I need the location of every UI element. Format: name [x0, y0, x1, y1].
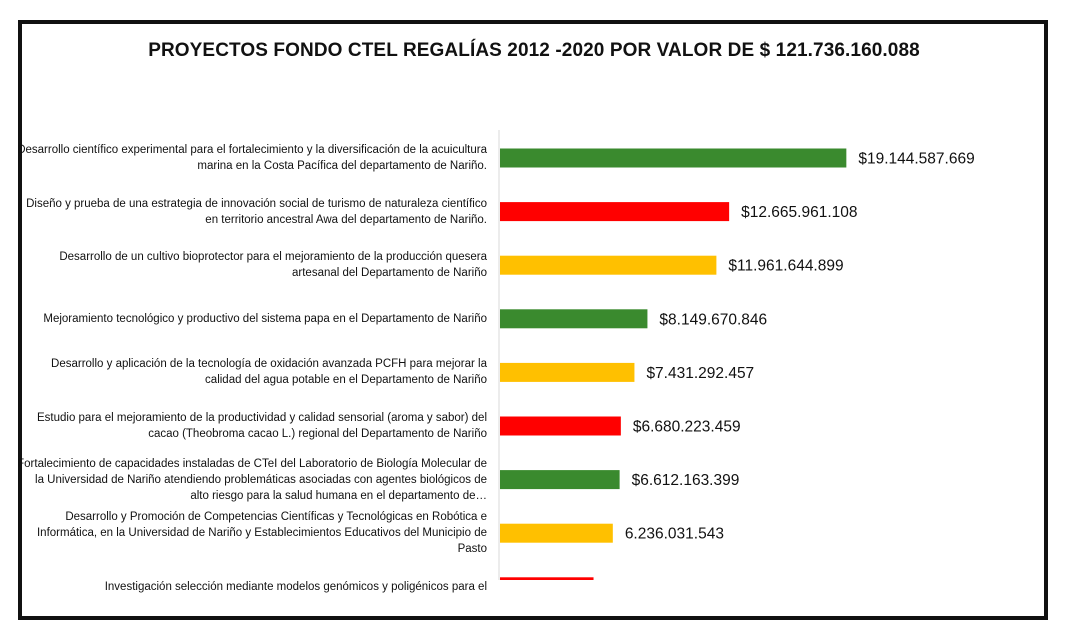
value-label-8: 6.236.031.543: [625, 526, 724, 543]
category-label-3: Desarrollo de un cultivo bioprotector pa…: [59, 251, 487, 280]
category-label-1: Desarrollo científico experimental para …: [17, 144, 487, 172]
bar-2: [500, 202, 730, 222]
category-label-2: Diseño y prueba de una estrategia de inn…: [26, 197, 487, 226]
category-label-6: Estudio para el mejoramiento de la produ…: [36, 412, 487, 440]
value-label-5: $7.431.292.457: [646, 365, 754, 382]
bar-7: [500, 470, 620, 490]
category-label-8: Desarrollo y Promoción de Competencias C…: [36, 511, 487, 556]
value-label-4: $8.149.670.846: [659, 311, 767, 328]
bar-6: [500, 416, 621, 436]
chart-title: PROYECTOS FONDO CTEL REGALÍAS 2012 -2020…: [148, 40, 920, 61]
value-label-2: $12.665.961.108: [741, 204, 857, 221]
value-label-3: $11.961.644.899: [728, 258, 843, 275]
bar-1: [500, 148, 847, 168]
category-label-9: Investigación selección mediante modelos…: [104, 580, 487, 593]
bar-9: [500, 577, 594, 580]
bar-8: [500, 523, 613, 543]
bar-3: [500, 255, 717, 275]
value-label-6: $6.680.223.459: [633, 419, 741, 436]
bar-chart: $19.144.587.669 $12.665.961.108 $11.961.64…: [498, 130, 975, 580]
category-label-5: Desarrollo y aplicación de la tecnología…: [51, 358, 487, 387]
value-label-7: $6.612.163.399: [632, 472, 740, 489]
category-label-7: Fortalecimiento de capacidades instalada…: [17, 457, 487, 502]
value-label-1: $19.144.587.669: [858, 151, 974, 168]
category-label-4: Mejoramiento tecnológico y productivo de…: [43, 312, 487, 325]
bar-5: [500, 362, 635, 382]
bar-4: [500, 309, 648, 329]
